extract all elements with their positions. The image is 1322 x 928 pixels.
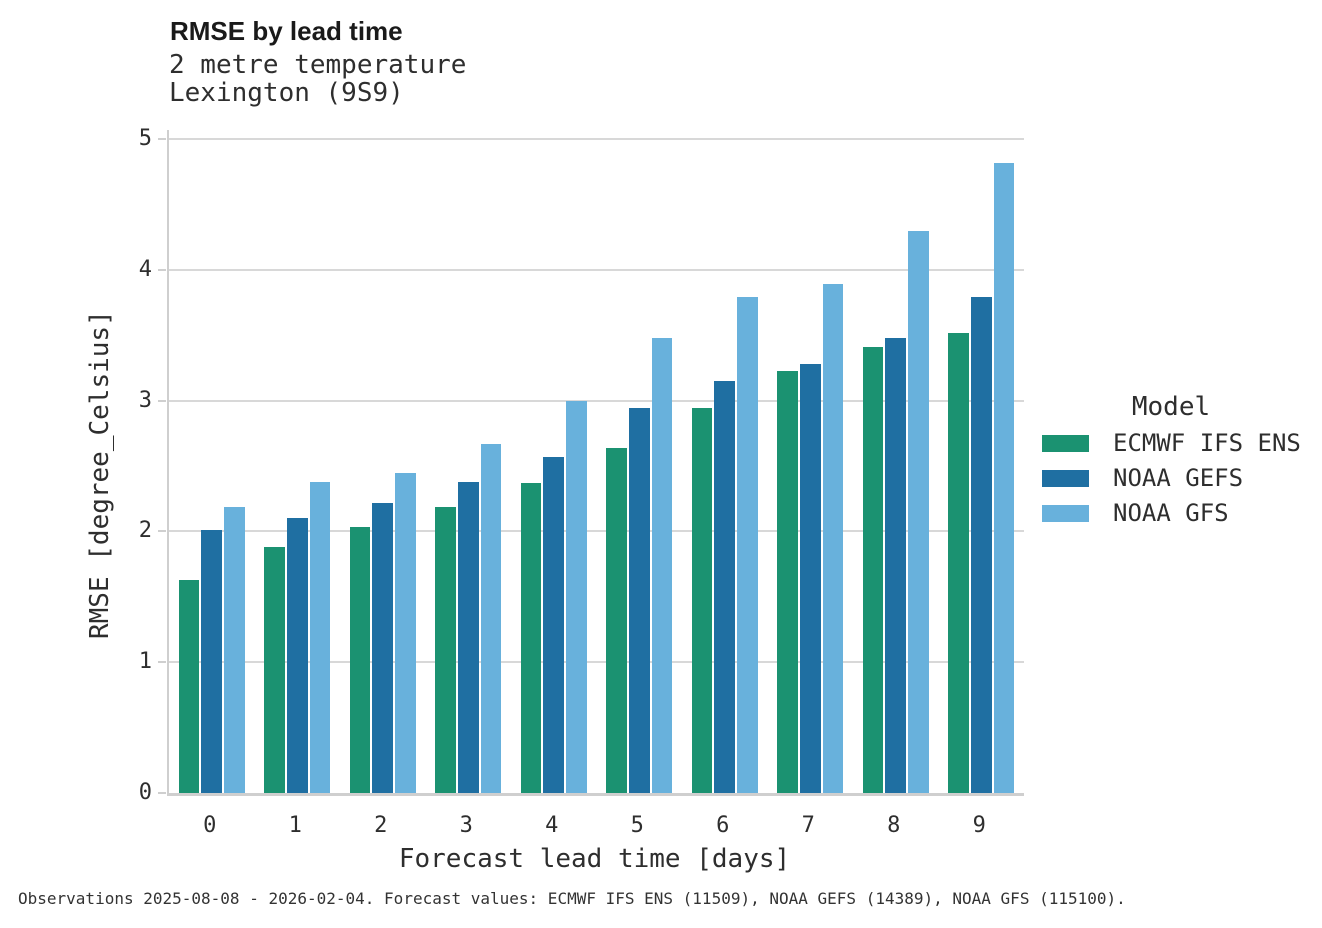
bar-noaa-gefs-day6 <box>714 380 736 793</box>
bar-ecmwf-ifs-ens-day5 <box>606 447 627 793</box>
y-tick-mark <box>158 792 166 794</box>
gridline-y5 <box>169 138 1024 140</box>
x-tick-label: 5 <box>630 813 644 838</box>
gridline-y4 <box>169 268 1024 271</box>
x-tick-label: 0 <box>203 813 217 838</box>
gridline-y1 <box>169 661 1024 664</box>
legend: Model ECMWF IFS ENS NOAA GEFS NOAA GFS <box>1042 392 1308 527</box>
y-tick-label: 0 <box>138 780 152 805</box>
chart-subtitle-variable: 2 metre temperature <box>169 50 467 80</box>
y-tick-mark <box>158 268 166 271</box>
gridline-y2 <box>169 530 1024 533</box>
plot-area <box>167 130 1024 796</box>
bar-noaa-gefs-day9 <box>970 297 992 793</box>
bar-noaa-gefs-day7 <box>799 363 821 793</box>
bar-noaa-gefs-day4 <box>543 456 565 793</box>
x-tick-label: 7 <box>801 813 815 838</box>
bar-noaa-gefs-day2 <box>372 502 394 793</box>
y-tick-label: 2 <box>138 518 152 544</box>
bar-ecmwf-ifs-ens-day2 <box>349 527 371 793</box>
y-tick-label: 3 <box>138 387 152 413</box>
x-tick-label: 3 <box>459 813 473 838</box>
bar-ecmwf-ifs-ens-day0 <box>178 579 200 793</box>
bar-noaa-gfs-day4 <box>566 400 587 793</box>
y-axis-label: RMSE [degree_Celsius] <box>85 310 115 640</box>
y-tick-mark <box>158 661 166 664</box>
bar-noaa-gfs-day0 <box>224 506 245 793</box>
x-tick-label: 1 <box>288 813 302 838</box>
legend-swatch <box>1042 434 1089 452</box>
gridline-y3 <box>169 399 1024 402</box>
y-tick-mark <box>158 399 166 402</box>
bar-ecmwf-ifs-ens-day4 <box>520 483 542 793</box>
y-tick-mark <box>158 530 166 533</box>
bar-noaa-gfs-day9 <box>993 162 1015 793</box>
x-tick-label: 4 <box>545 813 559 838</box>
bar-ecmwf-ifs-ens-day8 <box>862 346 884 793</box>
y-tick-label: 1 <box>138 649 152 675</box>
legend-item-noaa-gfs: NOAA GFS <box>1042 499 1308 527</box>
x-tick-label: 2 <box>374 813 388 838</box>
legend-swatch <box>1042 469 1089 487</box>
x-tick-label: 6 <box>716 813 730 838</box>
bar-noaa-gefs-day1 <box>286 518 308 793</box>
bar-ecmwf-ifs-ens-day3 <box>435 506 456 793</box>
bar-noaa-gfs-day3 <box>480 443 502 793</box>
chart-subtitle-station: Lexington (9S9) <box>169 78 404 108</box>
bar-ecmwf-ifs-ens-day7 <box>777 370 798 793</box>
x-axis-label: Forecast lead time [days] <box>398 844 791 874</box>
bar-noaa-gfs-day6 <box>737 297 758 793</box>
y-tick-label: 4 <box>138 256 152 282</box>
bar-noaa-gefs-day0 <box>201 530 223 793</box>
bar-ecmwf-ifs-ens-day6 <box>691 408 713 793</box>
bar-ecmwf-ifs-ens-day1 <box>264 547 285 793</box>
y-tick-label: 5 <box>138 126 152 151</box>
y-tick-mark <box>158 138 166 140</box>
bar-noaa-gfs-day5 <box>651 337 673 793</box>
bar-noaa-gfs-day2 <box>395 472 416 793</box>
legend-title: Model <box>1131 392 1211 422</box>
bar-noaa-gefs-day8 <box>885 337 907 793</box>
legend-item-label: NOAA GEFS <box>1113 464 1244 492</box>
legend-item-ecmwf-ifs-ens: ECMWF IFS ENS <box>1042 429 1308 457</box>
footnote-caption: Observations 2025-08-08 - 2026-02-04. Fo… <box>18 889 1126 908</box>
bar-noaa-gfs-day1 <box>309 481 331 793</box>
legend-item-noaa-gefs: NOAA GEFS <box>1042 464 1308 492</box>
chart-title: RMSE by lead time <box>170 16 403 46</box>
bar-noaa-gefs-day3 <box>457 481 479 793</box>
bar-noaa-gfs-day7 <box>822 284 844 793</box>
bar-noaa-gfs-day8 <box>908 230 929 793</box>
bar-ecmwf-ifs-ens-day9 <box>948 332 969 793</box>
legend-swatch <box>1042 504 1089 522</box>
legend-item-label: ECMWF IFS ENS <box>1113 429 1301 457</box>
x-tick-label: 9 <box>972 813 986 838</box>
bar-noaa-gefs-day5 <box>628 408 650 793</box>
x-tick-label: 8 <box>887 813 901 838</box>
legend-item-label: NOAA GFS <box>1113 499 1229 527</box>
